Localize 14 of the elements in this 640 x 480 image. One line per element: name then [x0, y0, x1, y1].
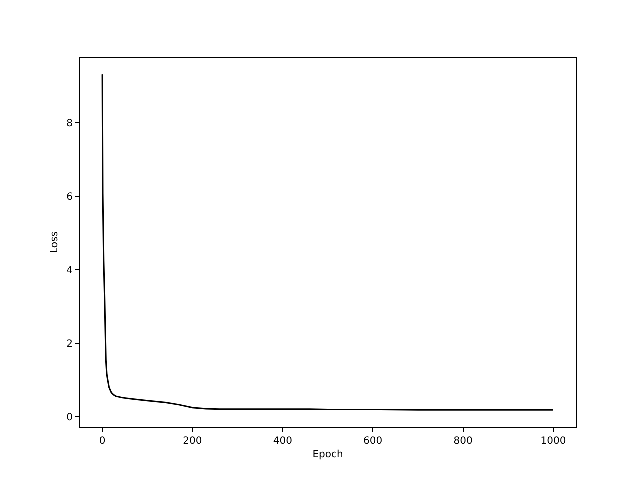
line-series [102, 74, 554, 411]
y-tick-label: 4 [66, 265, 73, 276]
x-tick-label: 800 [454, 436, 473, 447]
x-tick-label: 200 [183, 436, 202, 447]
y-tick-label: 0 [66, 412, 73, 424]
x-tick-label: 600 [364, 436, 383, 447]
y-tick-label: 2 [66, 338, 73, 350]
x-tick-label: 400 [273, 436, 292, 447]
y-axis-title: Loss [50, 232, 61, 254]
y-tick-label: 6 [66, 192, 73, 203]
x-tick-label: 1000 [540, 436, 566, 447]
y-tick-label: 8 [66, 118, 73, 130]
x-tick-label: 0 [99, 436, 106, 447]
x-axis-title: Epoch [312, 450, 344, 460]
